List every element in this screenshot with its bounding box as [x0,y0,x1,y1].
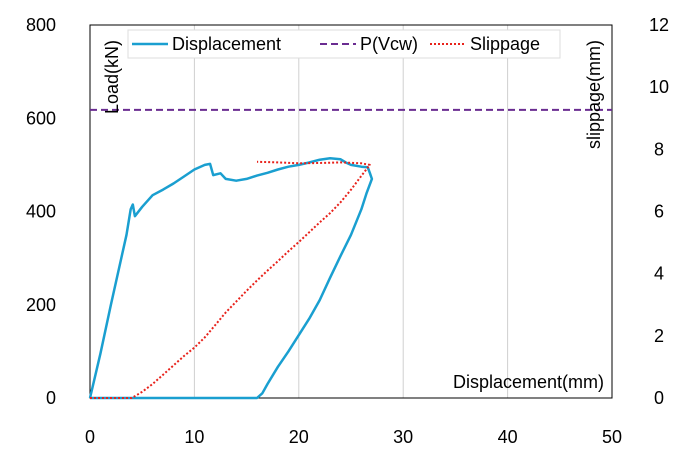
x-tick-label: 0 [85,427,95,447]
legend: Displacement P(Vcw) Slippage [127,29,561,59]
y-right-tick-label: 10 [649,77,669,97]
x-tick-label: 50 [602,427,622,447]
x-tick-label: 10 [184,427,204,447]
legend-label-slippage: Slippage [470,34,540,54]
legend-label-displacement: Displacement [172,34,281,54]
y-left-tick-label: 600 [26,108,56,128]
y-right-axis-ticks: 0 2 4 6 8 10 12 [649,15,669,408]
x-tick-label: 30 [393,427,413,447]
x-tick-label: 40 [498,427,518,447]
y-left-axis-ticks: 0 200 400 600 800 [26,15,56,408]
series-line-displacement [88,157,374,400]
y-left-tick-label: 200 [26,295,56,315]
y-left-axis-label: Load(kN) [102,40,122,114]
x-tick-label: 20 [289,427,309,447]
x-axis-ticks: 0 10 20 30 40 50 [85,427,622,447]
y-right-tick-label: 8 [654,139,664,159]
y-left-tick-label: 400 [26,202,56,222]
grid-lines [193,25,509,398]
y-right-tick-label: 12 [649,15,669,35]
y-right-tick-label: 6 [654,202,664,222]
series-line-slippage [90,160,371,399]
x-axis-label: Displacement(mm) [453,372,604,392]
y-right-tick-label: 0 [654,388,664,408]
legend-label-p-vcw: P(Vcw) [360,34,418,54]
y-right-axis-label: slippage(mm) [584,40,604,149]
y-right-tick-label: 2 [654,326,664,346]
y-right-tick-label: 4 [654,264,664,284]
series-layer [88,108,612,400]
plot-frame [89,24,613,399]
y-left-tick-label: 800 [26,15,56,35]
y-left-tick-label: 0 [46,388,56,408]
